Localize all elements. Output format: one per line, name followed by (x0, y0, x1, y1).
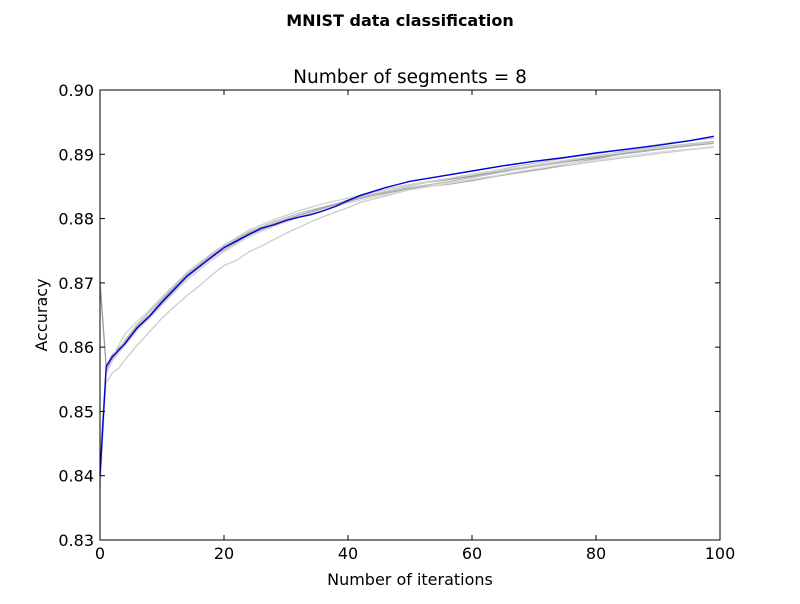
y-tick-label: 0.83 (58, 531, 94, 550)
x-tick-label: 80 (586, 544, 606, 563)
series-line-0 (99, 135, 714, 476)
y-tick-label: 0.90 (58, 81, 94, 100)
x-tick-label: 0 (95, 544, 105, 563)
y-tick-label: 0.86 (58, 338, 94, 357)
axis-ticks: 0 20 40 60 80 100 0.83 0.84 0.85 0.86 0.87 0.88 0.89… (58, 81, 735, 563)
y-tick-label: 0.85 (58, 402, 94, 421)
plot-frame (99, 89, 721, 541)
chart-title: Number of segments = 8 (293, 67, 527, 88)
x-tick-label: 100 (705, 544, 736, 563)
figure-suptitle: MNIST data classification (286, 11, 514, 30)
series-line-6 (99, 142, 714, 470)
y-axis-label: Accuracy (32, 278, 51, 351)
x-tick-label: 60 (462, 544, 482, 563)
series-layer (99, 135, 714, 489)
series-line-3 (99, 146, 714, 463)
y-tick-label: 0.84 (58, 467, 94, 486)
x-tick-label: 20 (214, 544, 234, 563)
x-axis-label: Number of iterations (327, 570, 493, 589)
series-line-1 (99, 141, 714, 368)
series-line-5 (99, 142, 714, 457)
y-tick-label: 0.89 (58, 145, 94, 164)
y-tick-label: 0.88 (58, 210, 94, 229)
series-line-7 (99, 145, 714, 483)
y-tick-label: 0.87 (58, 274, 94, 293)
x-tick-label: 40 (338, 544, 358, 563)
series-line-2 (99, 140, 714, 476)
